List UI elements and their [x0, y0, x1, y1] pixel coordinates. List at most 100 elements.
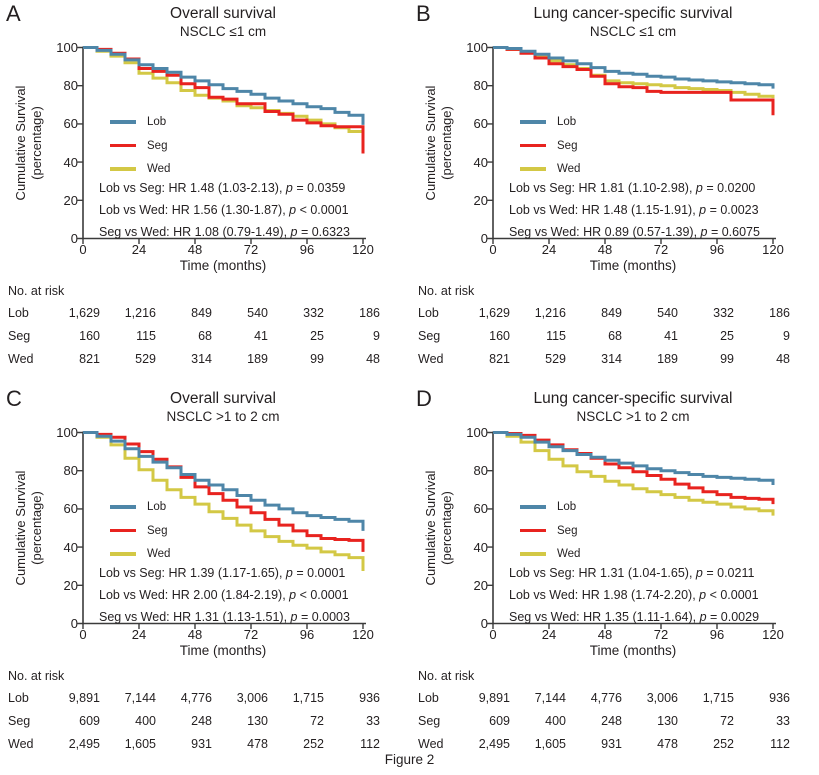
legend-swatch-seg: [110, 143, 136, 147]
risk-value: 248: [191, 714, 212, 728]
panel-b-title: Lung cancer-specific survival: [533, 5, 733, 22]
risk-value: 4,776: [590, 691, 622, 705]
x-tick-label: 24: [131, 627, 147, 642]
km-plot-b: [487, 46, 776, 244]
x-tick-label: 72: [653, 242, 669, 257]
risk-value: 41: [664, 329, 678, 343]
panel-letter-b: B: [416, 1, 431, 26]
risk-value: 48: [366, 352, 380, 366]
tick-marks: [487, 431, 774, 629]
x-tick-label: 48: [187, 242, 203, 257]
risk-row-label-wed: Wed: [8, 352, 34, 366]
panel-b-subtitle: NSCLC ≤1 cm: [589, 24, 677, 39]
tick-marks: [77, 46, 364, 244]
y-tick-label: 20: [473, 577, 488, 593]
x-tick-label: 24: [541, 242, 557, 257]
hr-stat-3: Seg vs Wed: HR 1.35 (1.11-1.64), p = 0.0…: [509, 610, 760, 624]
hr-stat-2: Lob vs Wed: HR 1.56 (1.30-1.87), p < 0.0…: [99, 203, 349, 217]
km-curve-seg: [493, 431, 775, 505]
y-tick-label: 100: [466, 425, 488, 440]
risk-row-label-lob: Lob: [418, 691, 439, 705]
risk-value: 72: [720, 714, 734, 728]
x-tick-label: 72: [653, 627, 669, 642]
y-tick-label: 0: [70, 231, 78, 246]
risk-value: 115: [546, 329, 566, 343]
panel-d-title: Lung cancer-specific survival: [533, 390, 733, 407]
legend-label-wed: Wed: [557, 548, 581, 560]
km-curve-wed: [83, 46, 365, 142]
risk-value: 2,495: [478, 737, 510, 751]
y-tick-label: 40: [63, 539, 78, 555]
risk-row-label-seg: Seg: [8, 714, 31, 728]
risk-value: 99: [310, 352, 324, 366]
risk-value: 160: [79, 329, 100, 343]
km-curve-wed: [493, 431, 775, 516]
hr-stat-2: Lob vs Wed: HR 2.00 (1.84-2.19), p < 0.0…: [99, 588, 349, 602]
legend-label-wed: Wed: [557, 163, 581, 175]
km-curve-wed: [83, 431, 365, 571]
legend-label-wed: Wed: [147, 163, 171, 175]
y-tick-label: 80: [63, 78, 78, 94]
x-tick-label: 72: [243, 242, 259, 257]
risk-value: 1,605: [534, 737, 566, 751]
legend-item-wed: Wed: [110, 547, 190, 561]
y-tick-label: 60: [473, 116, 488, 132]
risk-value: 68: [608, 329, 622, 343]
legend-label-wed: Wed: [147, 548, 171, 560]
risk-row-label-wed: Wed: [8, 737, 34, 751]
risk-value: 332: [303, 306, 324, 320]
hr-stat-1: Lob vs Seg: HR 1.81 (1.10-2.98), p = 0.0…: [509, 181, 756, 195]
risk-value: 252: [303, 737, 324, 751]
risk-row-label-seg: Seg: [8, 329, 31, 343]
x-tick-label: 120: [352, 242, 374, 257]
risk-value: 33: [366, 714, 380, 728]
x-tick-label: 72: [243, 627, 259, 642]
legend-swatch-lob: [520, 505, 546, 509]
panel-c-subtitle: NSCLC >1 to 2 cm: [166, 409, 280, 424]
risk-value: 478: [247, 737, 268, 751]
legend-swatch-wed: [110, 167, 136, 171]
legend-label-lob: Lob: [557, 501, 577, 513]
x-tick-label: 120: [762, 242, 784, 257]
risk-value: 529: [135, 352, 156, 366]
risk-row-label-lob: Lob: [8, 306, 29, 320]
x-axis-label: Time (months): [589, 643, 677, 658]
risk-value: 112: [360, 737, 380, 751]
risk-value: 248: [601, 714, 622, 728]
risk-value: 1,216: [534, 306, 566, 320]
legend-label-seg: Seg: [557, 524, 578, 537]
y-tick-label: 20: [63, 577, 78, 593]
risk-row-label-lob: Lob: [8, 691, 29, 705]
km-curve-wed: [493, 46, 775, 99]
risk-table-title: No. at risk: [418, 284, 475, 298]
figure-caption: Figure 2: [384, 752, 435, 767]
x-tick-label: 24: [131, 242, 147, 257]
legend-label-seg: Seg: [147, 139, 168, 152]
km-plot-a: [77, 46, 366, 244]
legend-item-lob: Lob: [110, 115, 190, 129]
x-tick-label: 0: [489, 627, 497, 642]
km-curve-seg: [493, 46, 775, 116]
km-plot-c: [77, 431, 366, 629]
hr-stat-2: Lob vs Wed: HR 1.98 (1.74-2.20), p < 0.0…: [509, 588, 759, 602]
tick-marks: [487, 46, 774, 244]
risk-value: 25: [720, 329, 734, 343]
risk-table-title: No. at risk: [8, 284, 65, 298]
risk-value: 130: [657, 714, 678, 728]
legend-item-seg: Seg: [110, 524, 190, 538]
risk-value: 400: [545, 714, 566, 728]
risk-value: 1,715: [702, 691, 734, 705]
legend-item-seg: Seg: [520, 524, 600, 538]
x-tick-label: 96: [299, 242, 315, 257]
y-tick-label: 100: [56, 40, 78, 55]
risk-value: 99: [720, 352, 734, 366]
legend-item-lob: Lob: [110, 500, 190, 514]
risk-value: 931: [601, 737, 622, 751]
legend-item-lob: Lob: [520, 115, 600, 129]
risk-value: 189: [247, 352, 268, 366]
risk-value: 609: [79, 714, 100, 728]
legend-label-lob: Lob: [557, 116, 577, 128]
risk-table-title: No. at risk: [418, 669, 475, 683]
risk-value: 48: [776, 352, 790, 366]
panel-letter-a: A: [6, 1, 21, 26]
